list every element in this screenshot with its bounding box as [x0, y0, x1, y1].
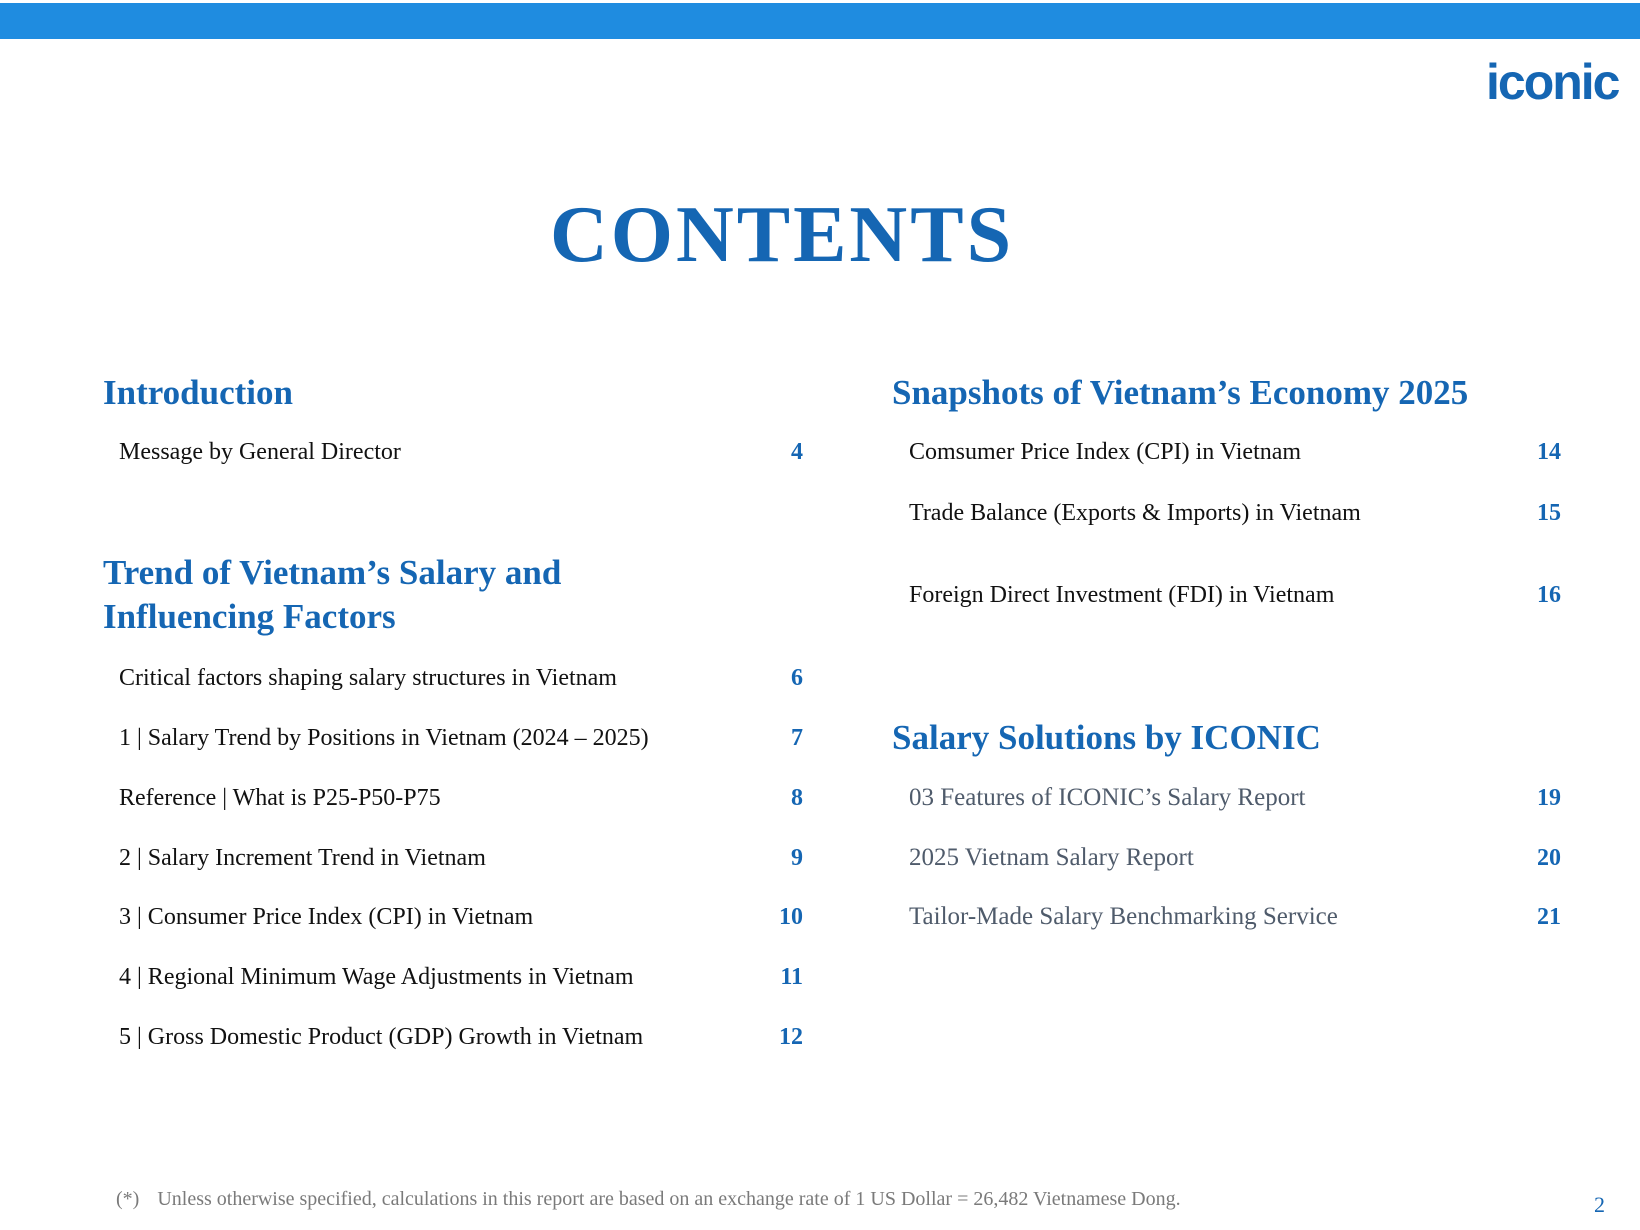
toc-entry-page: 9 — [791, 845, 803, 871]
toc-entry-page: 12 — [779, 1024, 803, 1050]
toc-entry-page: 10 — [779, 904, 803, 930]
toc-entry[interactable]: 5 | Gross Domestic Product (GDP) Growth … — [119, 1019, 803, 1055]
toc-entry-page: 15 — [1537, 500, 1561, 526]
toc-entry-page: 16 — [1537, 582, 1561, 608]
toc-entry[interactable]: Reference | What is P25-P50-P75 8 — [119, 780, 803, 816]
toc-entry-page: 20 — [1537, 845, 1561, 871]
toc-entry[interactable]: Foreign Direct Investment (FDI) in Vietn… — [909, 577, 1561, 613]
toc-entry-label: Tailor-Made Salary Benchmarking Service — [909, 903, 1338, 930]
toc-entry[interactable]: Tailor-Made Salary Benchmarking Service 2… — [909, 899, 1561, 935]
toc-entry-label: Message by General Director — [119, 439, 401, 465]
toc-entry[interactable]: 2025 Vietnam Salary Report 20 — [909, 840, 1561, 876]
toc-entry-label: 2 | Salary Increment Trend in Vietnam — [119, 845, 486, 871]
section-heading-trend-line2: Influencing Factors — [103, 597, 396, 636]
section-heading-trend: Trend of Vietnam’s Salary and — [103, 553, 562, 592]
toc-entry-page: 11 — [780, 964, 803, 990]
toc-entry[interactable]: 4 | Regional Minimum Wage Adjustments in… — [119, 959, 803, 995]
footnote-marker: (*) — [116, 1188, 140, 1210]
toc-entry-page: 6 — [791, 665, 803, 691]
toc-entry-label: Comsumer Price Index (CPI) in Vietnam — [909, 439, 1302, 465]
toc-entry-label: 03 Features of ICONIC’s Salary Report — [909, 784, 1306, 811]
toc-entry[interactable]: 2 | Salary Increment Trend in Vietnam 9 — [119, 840, 803, 876]
toc-entry-label: Reference | What is P25-P50-P75 — [119, 785, 441, 811]
toc-entry-page: 19 — [1537, 785, 1561, 811]
footnote-text: Unless otherwise specified, calculations… — [157, 1188, 1181, 1210]
toc-entry[interactable]: Comsumer Price Index (CPI) in Vietnam 14 — [909, 434, 1561, 470]
toc-entry-label: 1 | Salary Trend by Positions in Vietnam… — [119, 725, 649, 751]
toc-entry[interactable]: 3 | Consumer Price Index (CPI) in Vietna… — [119, 899, 803, 935]
toc-entry[interactable]: 1 | Salary Trend by Positions in Vietnam… — [119, 720, 803, 756]
toc-entry-page: 8 — [791, 785, 803, 811]
section-heading-solutions: Salary Solutions by ICONIC — [892, 718, 1321, 757]
toc-entry[interactable]: 03 Features of ICONIC’s Salary Report 19 — [909, 780, 1561, 816]
page-number: 2 — [1594, 1192, 1605, 1217]
footnote: (*) Unless otherwise specified, calculati… — [116, 1186, 1181, 1212]
toc-entry-label: 2025 Vietnam Salary Report — [909, 844, 1194, 871]
toc-entry[interactable]: Trade Balance (Exports & Imports) in Vie… — [909, 495, 1561, 531]
toc-entry-label: Critical factors shaping salary structur… — [119, 665, 617, 691]
section-heading-snapshots: Snapshots of Vietnam’s Economy 2025 — [892, 373, 1469, 412]
toc-entry-label: 3 | Consumer Price Index (CPI) in Vietna… — [119, 904, 534, 930]
toc-entry-label: 5 | Gross Domestic Product (GDP) Growth … — [119, 1024, 644, 1050]
toc-entry[interactable]: Message by General Director 4 — [119, 434, 803, 470]
toc-entry-page: 14 — [1537, 439, 1561, 465]
top-banner — [0, 3, 1640, 39]
toc-entry-page: 4 — [791, 439, 803, 465]
toc-entry-label: Foreign Direct Investment (FDI) in Vietn… — [909, 582, 1335, 608]
toc-entry-label: Trade Balance (Exports & Imports) in Vie… — [909, 500, 1361, 526]
toc-entry[interactable]: Critical factors shaping salary structur… — [119, 660, 803, 696]
toc-entry-page: 7 — [791, 725, 803, 751]
iconic-logo: iconic — [1486, 54, 1620, 110]
toc-entry-page: 21 — [1537, 904, 1561, 930]
page-title: CONTENTS — [549, 191, 1015, 279]
toc-entry-label: 4 | Regional Minimum Wage Adjustments in… — [119, 964, 634, 990]
section-heading-introduction: Introduction — [103, 373, 293, 412]
